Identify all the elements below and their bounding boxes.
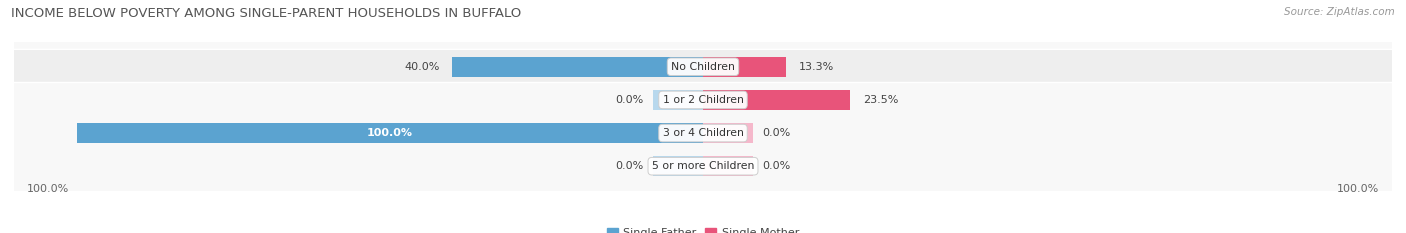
Text: Source: ZipAtlas.com: Source: ZipAtlas.com: [1284, 7, 1395, 17]
Bar: [453, 57, 703, 77]
FancyBboxPatch shape: [1, 0, 1405, 151]
Text: No Children: No Children: [671, 62, 735, 72]
Text: 100.0%: 100.0%: [27, 184, 69, 194]
Bar: [703, 90, 851, 110]
Bar: [703, 156, 754, 176]
Bar: [77, 123, 703, 143]
Text: 23.5%: 23.5%: [863, 95, 898, 105]
Text: 3 or 4 Children: 3 or 4 Children: [662, 128, 744, 138]
Bar: [703, 57, 786, 77]
Bar: [652, 90, 703, 110]
Text: 13.3%: 13.3%: [799, 62, 834, 72]
Bar: [703, 123, 754, 143]
Text: 1 or 2 Children: 1 or 2 Children: [662, 95, 744, 105]
Text: 40.0%: 40.0%: [405, 62, 440, 72]
Text: 0.0%: 0.0%: [616, 95, 644, 105]
Legend: Single Father, Single Mother: Single Father, Single Mother: [602, 223, 804, 233]
Text: 0.0%: 0.0%: [762, 128, 790, 138]
FancyBboxPatch shape: [1, 82, 1405, 233]
Text: 100.0%: 100.0%: [1337, 184, 1379, 194]
Text: 5 or more Children: 5 or more Children: [652, 161, 754, 171]
Text: 0.0%: 0.0%: [762, 161, 790, 171]
Text: 0.0%: 0.0%: [616, 161, 644, 171]
Bar: [652, 156, 703, 176]
Text: 100.0%: 100.0%: [367, 128, 413, 138]
FancyBboxPatch shape: [1, 49, 1405, 217]
FancyBboxPatch shape: [1, 16, 1405, 184]
Text: INCOME BELOW POVERTY AMONG SINGLE-PARENT HOUSEHOLDS IN BUFFALO: INCOME BELOW POVERTY AMONG SINGLE-PARENT…: [11, 7, 522, 20]
